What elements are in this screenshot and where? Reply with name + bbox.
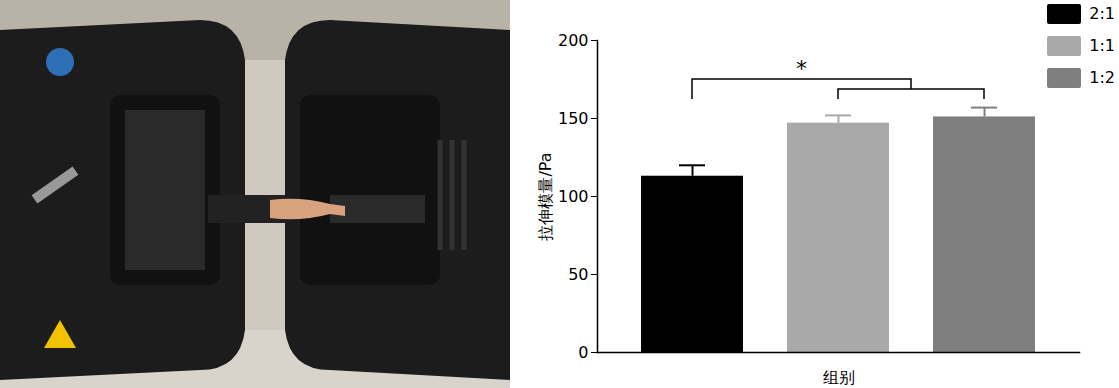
svg-text:组别: 组别 [823,368,855,387]
html-text:1:2: 1:2 [1089,68,1115,87]
svg-text:100: 100 [558,187,589,206]
svg-text:*: * [796,56,807,81]
svg-text:拉伸模量/Pa: 拉伸模量/Pa [536,152,555,240]
svg-text:200: 200 [558,31,589,50]
svg-text:150: 150 [558,109,589,128]
html-text:1:1: 1:1 [1089,36,1115,55]
svg-text:50: 50 [568,265,588,284]
svg-text:0: 0 [578,343,588,362]
html-text:2:1: 2:1 [1089,4,1115,23]
